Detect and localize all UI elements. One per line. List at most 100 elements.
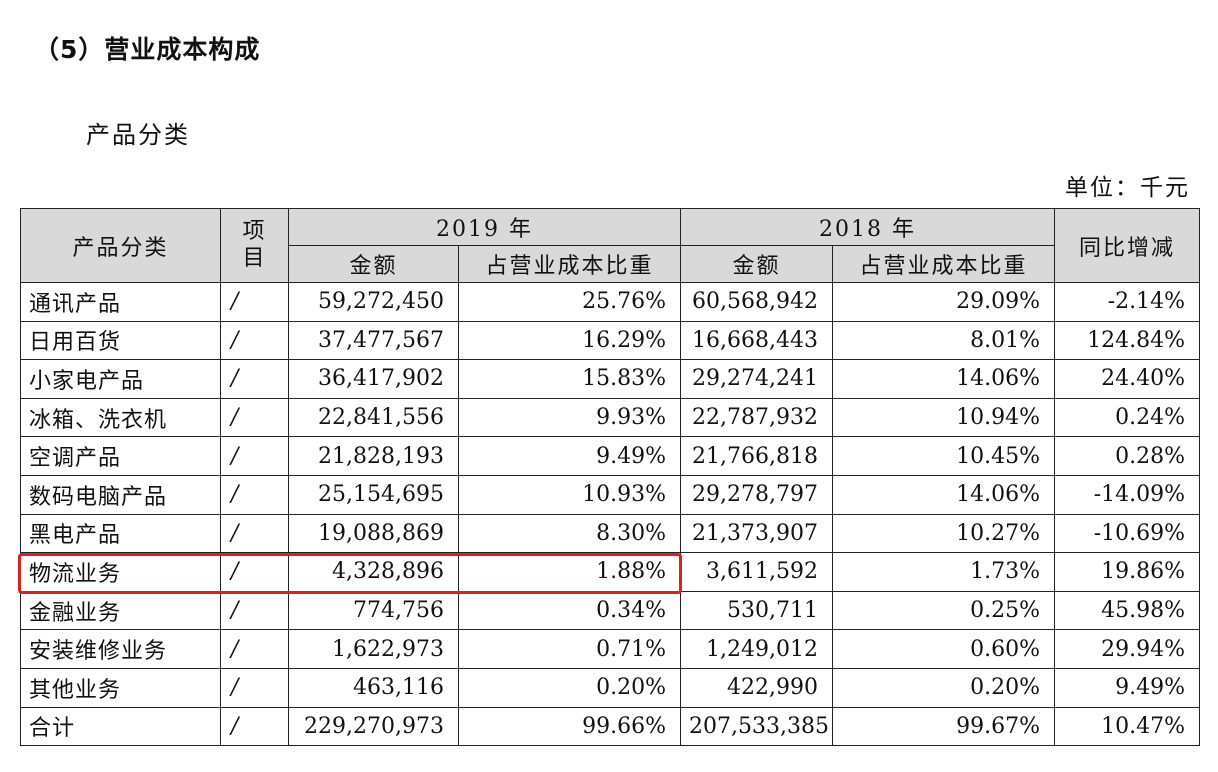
table-body: 通讯产品/59,272,450 25.76% 60,568,942 29.09% -2.… — [20, 282, 1201, 747]
row-amount-2019: 25,154,695 — [288, 474, 459, 515]
section-title: （5）营业成本构成 — [34, 35, 261, 64]
table-row: 物流业务/4,328,896 1.88% 3,611,592 1.73% 19.86% — [20, 552, 1201, 592]
header-category: 产品分类 — [20, 208, 221, 283]
row-item: / — [220, 552, 289, 592]
row-category: 其他业务 — [20, 667, 221, 708]
row-share-2019: 9.49% — [457, 436, 682, 476]
row-yoy: 0.28% — [1054, 436, 1201, 476]
row-amount-2018: 422,990 — [680, 667, 834, 708]
cost-composition-table: 产品分类 项目 2019 年 2018 年 同比增减 金额 占营业成本比重 金额… — [20, 208, 1201, 747]
table-row: 金融业务/774,756 0.34% 530,711 0.25% 45.98% — [20, 590, 1201, 631]
header-row-2: 金额 占营业成本比重 金额 占营业成本比重 — [21, 245, 1200, 283]
row-category: 物流业务 — [20, 552, 221, 592]
row-share-2018: 10.94% — [832, 397, 1056, 438]
row-share-2019: 0.34% — [457, 590, 682, 631]
header-share-2018: 占营业成本比重 — [832, 245, 1056, 283]
row-share-2019: 1.88% — [457, 552, 682, 592]
row-share-2018: 14.06% — [832, 474, 1056, 515]
row-share-2019: 8.30% — [457, 513, 682, 554]
row-share-2019: 25.76% — [457, 282, 682, 322]
row-yoy: -2.14% — [1054, 282, 1201, 322]
row-yoy: -14.09% — [1054, 474, 1201, 515]
row-amount-2019: 21,828,193 — [288, 436, 459, 476]
row-share-2018: 0.60% — [832, 629, 1056, 669]
row-amount-2018: 207,533,385 — [680, 706, 834, 747]
row-share-2018: 0.25% — [832, 590, 1056, 631]
header-yoy: 同比增减 — [1054, 208, 1201, 283]
header-year-2018: 2018 年 — [680, 208, 1056, 246]
row-category: 安装维修业务 — [20, 629, 221, 669]
header-year-2019: 2019 年 — [287, 208, 682, 246]
row-amount-2018: 1,249,012 — [680, 629, 834, 669]
row-category: 通讯产品 — [20, 282, 221, 322]
row-amount-2019: 463,116 — [288, 667, 459, 708]
row-share-2018: 1.73% — [832, 552, 1056, 592]
row-category: 小家电产品 — [20, 359, 221, 399]
header-item-line1: 项 — [242, 219, 267, 245]
row-amount-2018: 29,278,797 — [680, 474, 834, 515]
row-category: 空调产品 — [20, 436, 221, 476]
row-item: / — [220, 320, 289, 361]
row-share-2018: 29.09% — [832, 282, 1056, 322]
row-item: / — [220, 282, 289, 322]
row-item: / — [220, 436, 289, 476]
row-amount-2018: 60,568,942 — [680, 282, 834, 322]
row-yoy: 29.94% — [1054, 629, 1201, 669]
row-item: / — [220, 667, 289, 708]
row-share-2019: 10.93% — [457, 474, 682, 515]
header-amount-2019: 金额 — [288, 245, 459, 283]
row-share-2019: 16.29% — [457, 320, 682, 361]
row-item: / — [220, 590, 289, 631]
header-share-2019: 占营业成本比重 — [457, 245, 682, 283]
row-category: 黑电产品 — [20, 513, 221, 554]
row-amount-2018: 21,373,907 — [680, 513, 834, 554]
header-item: 项目 — [220, 208, 289, 283]
row-category: 数码电脑产品 — [20, 474, 221, 515]
row-amount-2019: 19,088,869 — [288, 513, 459, 554]
table-row: 冰箱、洗衣机/22,841,556 9.93% 22,787,932 10.94% 0.… — [20, 397, 1201, 438]
row-category: 冰箱、洗衣机 — [20, 397, 221, 438]
row-yoy: 19.86% — [1054, 552, 1201, 592]
row-share-2019: 9.93% — [457, 397, 682, 438]
row-amount-2019: 774,756 — [288, 590, 459, 631]
row-amount-2018: 16,668,443 — [680, 320, 834, 361]
row-item: / — [220, 629, 289, 669]
row-share-2019: 15.83% — [457, 359, 682, 399]
row-yoy: 124.84% — [1054, 320, 1201, 361]
row-amount-2018: 21,766,818 — [680, 436, 834, 476]
table-row: 通讯产品/59,272,450 25.76% 60,568,942 29.09% -2.… — [20, 282, 1201, 322]
table-subtitle: 产品分类 — [86, 121, 190, 149]
table-row: 数码电脑产品/25,154,695 10.93% 29,278,797 14.06% -… — [20, 474, 1201, 515]
row-category: 金融业务 — [20, 590, 221, 631]
table-row: 合计/229,270,973 99.66% 207,533,385 99.67% 10.… — [20, 706, 1201, 747]
table-row: 安装维修业务/1,622,973 0.71% 1,249,012 0.60% 29.94… — [20, 629, 1201, 669]
table-row: 小家电产品/36,417,902 15.83% 29,274,241 14.06% 24… — [20, 359, 1201, 399]
row-yoy: 0.24% — [1054, 397, 1201, 438]
header-row-1: 产品分类 项目 2019 年 2018 年 同比增减 — [20, 208, 1201, 283]
row-share-2019: 0.71% — [457, 629, 682, 669]
row-item: / — [220, 397, 289, 438]
row-amount-2019: 229,270,973 — [288, 706, 459, 747]
header-item-line2: 目 — [242, 245, 267, 271]
row-amount-2018: 29,274,241 — [680, 359, 834, 399]
row-yoy: -10.69% — [1054, 513, 1201, 554]
row-amount-2019: 1,622,973 — [288, 629, 459, 669]
row-amount-2019: 37,477,567 — [288, 320, 459, 361]
row-amount-2018: 3,611,592 — [680, 552, 834, 592]
row-yoy: 9.49% — [1054, 667, 1201, 708]
row-share-2018: 0.20% — [832, 667, 1056, 708]
row-yoy: 45.98% — [1054, 590, 1201, 631]
row-amount-2019: 22,841,556 — [288, 397, 459, 438]
row-share-2018: 10.27% — [832, 513, 1056, 554]
row-amount-2018: 530,711 — [680, 590, 834, 631]
row-yoy: 24.40% — [1054, 359, 1201, 399]
row-amount-2019: 36,417,902 — [288, 359, 459, 399]
row-amount-2018: 22,787,932 — [680, 397, 834, 438]
row-item: / — [220, 706, 289, 747]
table-row: 其他业务/463,116 0.20% 422,990 0.20% 9.49% — [20, 667, 1201, 708]
row-share-2018: 99.67% — [832, 706, 1056, 747]
unit-label: 单位：千元 — [1065, 175, 1190, 201]
row-share-2019: 99.66% — [457, 706, 682, 747]
row-yoy: 10.47% — [1054, 706, 1201, 747]
row-share-2018: 14.06% — [832, 359, 1056, 399]
